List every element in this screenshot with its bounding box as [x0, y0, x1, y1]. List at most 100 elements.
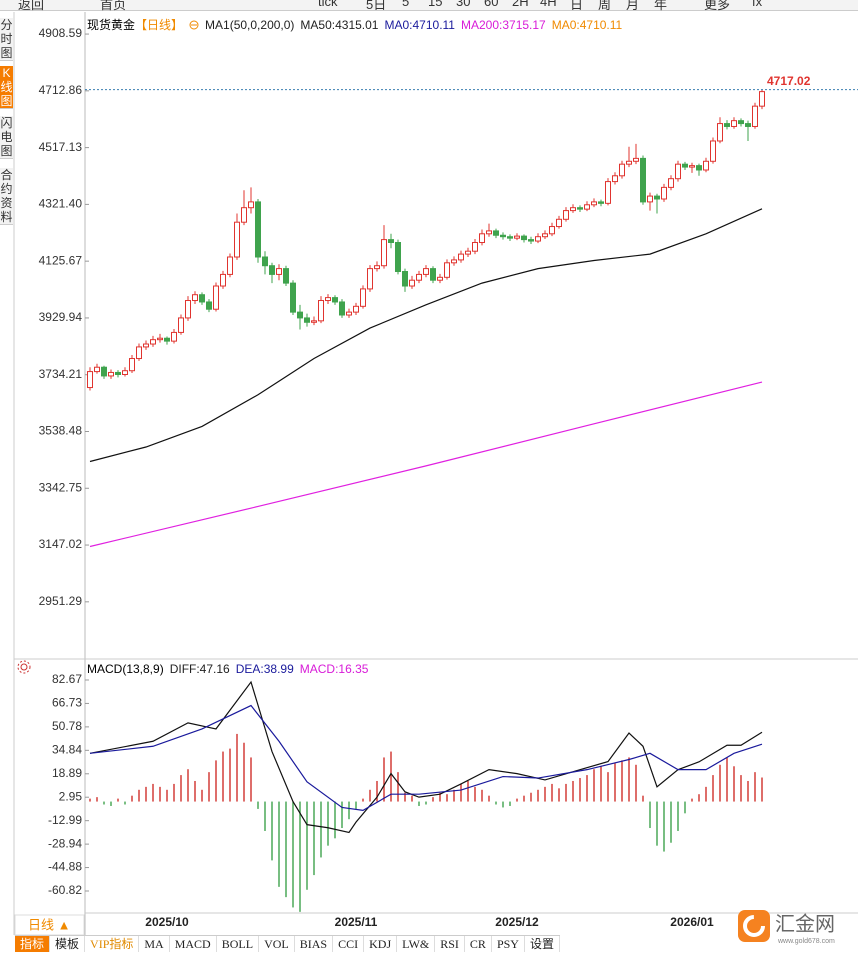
toolbar-button[interactable]: 30	[456, 0, 471, 9]
sidebar-tab[interactable]: 合约资料	[0, 168, 13, 225]
candle-body	[486, 230, 492, 235]
y-tick-label: 4517.13	[39, 140, 83, 154]
toggle-icon[interactable]	[189, 20, 199, 30]
candle-body	[605, 181, 611, 204]
candle-body	[367, 268, 373, 290]
indicator-tab[interactable]: PSY	[492, 936, 525, 952]
toolbar-button[interactable]: tick	[318, 0, 338, 9]
candle-body	[87, 371, 93, 389]
macd-settings-icon[interactable]	[17, 660, 31, 674]
indicator-tab[interactable]: 模板	[50, 936, 86, 952]
toolbar-button[interactable]: 15	[428, 0, 443, 9]
candle-body	[395, 242, 401, 273]
candle-body	[430, 268, 436, 281]
indicator-tab[interactable]: CCI	[333, 936, 365, 952]
candle-body	[381, 239, 387, 267]
candle-body	[150, 339, 156, 345]
line-0	[89, 208, 763, 463]
candle-body	[570, 207, 576, 212]
y-tick-label: 3538.48	[39, 424, 83, 438]
logo-name: 汇金网	[775, 912, 835, 935]
toolbar-button[interactable]: 返回	[18, 0, 45, 12]
toolbar-button[interactable]: fx	[752, 0, 763, 9]
logo-glyph	[743, 915, 765, 937]
toolbar: 返回 首页 tick 5日 5 15 30 60 2H 4H 日 周 月 年 更多 fx	[0, 0, 858, 12]
candle-body	[199, 294, 205, 303]
indicator-tab[interactable]: MA	[139, 936, 170, 952]
candle-body	[668, 178, 674, 188]
y-tick-label: 3734.21	[39, 367, 83, 381]
y-tick-label: 2.95	[59, 789, 83, 803]
x-tick-label: 2025/11	[335, 915, 378, 929]
candle-body	[661, 186, 667, 200]
toolbar-button[interactable]: 周	[598, 0, 612, 12]
candle-body	[717, 123, 723, 142]
candle-body	[213, 285, 219, 310]
toolbar-button[interactable]: 年	[654, 0, 668, 12]
candle-body	[563, 210, 569, 220]
candle-body	[290, 282, 296, 313]
indicator-tab[interactable]: MACD	[170, 936, 217, 952]
indicator-tab[interactable]: BIAS	[295, 936, 334, 952]
candle-body	[283, 268, 289, 284]
y-tick-label: 50.78	[52, 719, 82, 733]
candle-body	[276, 268, 282, 275]
candle-body	[437, 276, 443, 281]
candle-body	[759, 91, 765, 107]
toolbar-button[interactable]: 更多	[704, 0, 731, 12]
candle-body	[542, 233, 548, 238]
indicator-tab[interactable]: KDJ	[364, 936, 398, 952]
indicator-label: MACD:16.35	[299, 662, 369, 676]
candle-body	[360, 288, 366, 307]
indicator-tab[interactable]: VOL	[259, 936, 295, 952]
indicator-tab[interactable]: VIP指标	[85, 936, 140, 952]
candle-body	[535, 236, 541, 242]
toolbar-button[interactable]: 4H	[540, 0, 557, 9]
candle-body	[220, 273, 226, 287]
candle-body	[626, 160, 632, 165]
toolbar-button[interactable]: 月	[626, 0, 640, 12]
toolbar-button[interactable]: 首页	[100, 0, 127, 12]
y-tick-label: 4125.67	[39, 253, 83, 267]
candle-body	[528, 239, 534, 242]
indicator-label: DEA:38.99	[235, 662, 294, 676]
period-select[interactable]: 日线 ▲	[28, 917, 70, 932]
indicator-tab[interactable]: LW&	[397, 936, 436, 952]
toolbar-button[interactable]: 5日	[366, 0, 387, 12]
candle-body	[458, 253, 464, 261]
sidebar-tab[interactable]: 分时图	[0, 18, 13, 61]
candle-body	[521, 235, 527, 241]
y-tick-label: 2951.29	[39, 594, 83, 608]
indicator-tab[interactable]: RSI	[435, 936, 465, 952]
indicator-tab[interactable]: 设置	[525, 936, 560, 952]
toolbar-button[interactable]: 2H	[512, 0, 529, 9]
toolbar-button[interactable]: 日	[570, 0, 584, 12]
candle-body	[241, 207, 247, 223]
indicator-label: MA0:4710.11	[551, 17, 623, 32]
candle-body	[451, 259, 457, 264]
toolbar-button[interactable]: 60	[484, 0, 499, 9]
y-tick-label: 3147.02	[39, 537, 83, 551]
candle-body	[262, 256, 268, 267]
candle-body	[143, 343, 149, 348]
candle-body	[465, 250, 471, 255]
candle-body	[549, 226, 555, 235]
indicator-label: MA200:3715.17	[460, 17, 546, 32]
candle-body	[598, 201, 604, 204]
sidebar-tab[interactable]: 闪电图	[0, 116, 13, 159]
line-1	[89, 381, 763, 548]
candle-body	[584, 204, 590, 210]
indicator-tab[interactable]: BOLL	[217, 936, 260, 952]
main-header: 现货黄金 【日线】 MA1(50,0,200,0) MA50:4315.01 MA0…	[87, 16, 622, 33]
indicator-tab[interactable]: 指标	[15, 936, 51, 952]
toolbar-button[interactable]: 5	[402, 0, 410, 9]
candle-body	[514, 235, 520, 239]
candle-body	[689, 165, 695, 168]
indicator-tab[interactable]: CR	[465, 936, 492, 952]
candle-body	[192, 294, 198, 302]
indicator-label: MA0:4710.11	[384, 17, 455, 32]
sidebar-tab[interactable]: K线图	[0, 66, 13, 109]
candle-body	[171, 331, 177, 342]
candle-body	[479, 233, 485, 244]
